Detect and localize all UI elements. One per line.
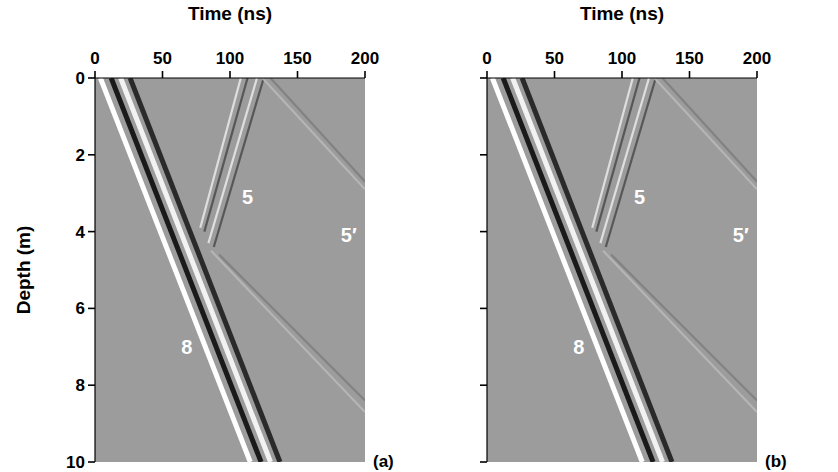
x-tick-label: 100 — [216, 49, 244, 68]
event-line — [100, 78, 250, 462]
y-tick — [88, 231, 95, 233]
x-tick-label: 200 — [351, 49, 379, 68]
y-tick-label: 4 — [76, 223, 86, 242]
x-tick — [229, 71, 231, 78]
y-tick — [88, 461, 95, 463]
x-tick — [297, 71, 299, 78]
event-line — [262, 78, 365, 189]
x-tick — [94, 71, 96, 78]
y-tick — [480, 461, 487, 463]
x-axis — [95, 77, 365, 78]
x-tick — [756, 71, 758, 78]
y-tick — [480, 384, 487, 386]
y-tick — [88, 384, 95, 386]
panel-label: (a) — [373, 452, 394, 471]
x-tick — [364, 71, 366, 78]
annotation: 5′ — [733, 224, 749, 246]
y-tick — [480, 77, 487, 79]
event-line — [663, 78, 758, 182]
event-line — [111, 78, 261, 462]
x-tick-label: 200 — [743, 49, 771, 68]
x-tick — [162, 71, 164, 78]
annotation: 8 — [573, 336, 584, 358]
y-tick-label: 8 — [76, 376, 85, 395]
x-tick — [689, 71, 691, 78]
y-tick-label: 0 — [76, 69, 85, 88]
panel: 0 50 100 150 200 0 2 4 6 8 10 Time (ns) Depth (m) 5 5′… — [13, 3, 394, 472]
event-line — [214, 78, 264, 247]
x-tick — [621, 71, 623, 78]
x-tick-label: 50 — [153, 49, 172, 68]
panel: 0 50 100 150 200 Time (ns) 5 5′ 8 (b) — [480, 3, 787, 471]
event-line — [130, 78, 280, 462]
y-tick-label: 2 — [76, 146, 85, 165]
x-tick-label: 150 — [675, 49, 703, 68]
x-tick-label: 0 — [482, 49, 491, 68]
y-tick-label: 10 — [66, 453, 85, 472]
event-line — [121, 78, 271, 462]
x-tick-label: 100 — [608, 49, 636, 68]
event-line — [271, 78, 366, 182]
event-line — [208, 78, 257, 243]
plot-area — [487, 78, 757, 462]
annotation: 5′ — [341, 224, 357, 246]
y-tick — [480, 154, 487, 156]
annotation: 5 — [634, 186, 645, 208]
annotation: 8 — [181, 336, 192, 358]
y-axis-title: Depth (m) — [13, 226, 34, 315]
x-tick-label: 150 — [283, 49, 311, 68]
x-tick-label: 0 — [90, 49, 99, 68]
panel-label: (b) — [765, 452, 787, 471]
y-axis — [486, 78, 487, 462]
event-line — [513, 78, 663, 462]
event-line — [600, 78, 649, 243]
annotation: 5 — [242, 186, 253, 208]
events — [492, 78, 757, 462]
event-line — [603, 251, 757, 412]
event-line — [654, 78, 757, 189]
event-line — [211, 251, 365, 412]
x-axis-title: Time (ns) — [188, 3, 272, 24]
x-axis — [487, 77, 757, 78]
event-line — [522, 78, 672, 462]
y-tick — [480, 308, 487, 310]
event-line — [492, 78, 642, 462]
event-line — [219, 255, 365, 401]
event-line — [611, 255, 757, 401]
figure: 0501001502000246810Time (ns)Depth (m)55′… — [0, 0, 838, 472]
y-tick — [88, 308, 95, 310]
x-tick — [554, 71, 556, 78]
y-tick — [480, 231, 487, 233]
x-tick-label: 50 — [545, 49, 564, 68]
y-tick — [88, 77, 95, 79]
x-tick — [486, 71, 488, 78]
y-tick-label: 6 — [76, 299, 85, 318]
y-axis — [94, 78, 95, 462]
events — [100, 78, 365, 462]
event-line — [503, 78, 653, 462]
plot-area — [95, 78, 365, 462]
event-line — [606, 78, 656, 247]
y-tick — [88, 154, 95, 156]
x-axis-title: Time (ns) — [580, 3, 664, 24]
